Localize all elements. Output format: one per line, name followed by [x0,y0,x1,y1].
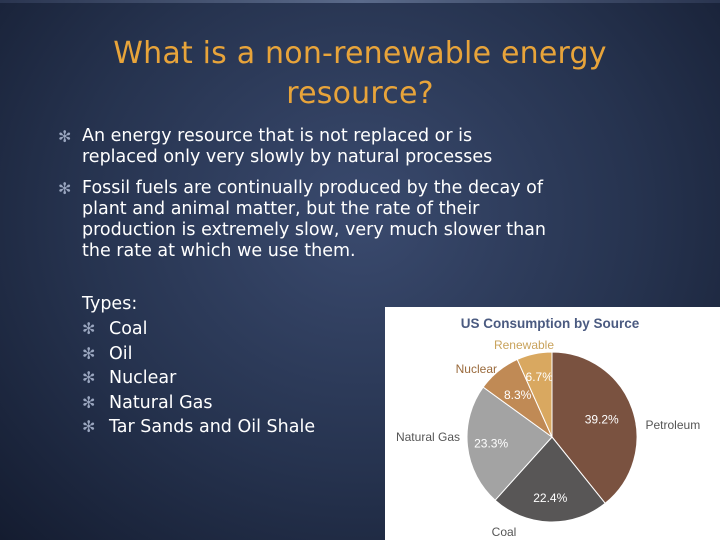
types-list: ✻ Coal ✻ Oil ✻ Nuclear ✻ Natural Gas ✻ Tar Sa… [82,318,315,441]
asterisk-bullet-icon: ✻ [58,127,72,146]
pie-chart: 39.2% 22.4% 23.3% 8.3% 6.7% Petroleum Coal Nat… [396,316,701,539]
type-label: Natural Gas [109,392,213,413]
type-label: Oil [109,343,133,364]
type-label: Coal [109,319,148,339]
slice-category-label: Nuclear [456,362,497,376]
slice-value-label: 22.4% [533,491,567,505]
pie-slice-petroleum [551,351,638,505]
pie-chart-panel: 39.2% 22.4% 23.3% 8.3% 6.7% Petroleum Coal Nat… [385,307,720,540]
chart-title: US Consumption by Source [461,316,640,331]
slice-value-label: 6.7% [526,370,554,384]
pie-slice-renewable [516,351,553,438]
pie-slice-coal [494,436,606,523]
slice-category-label: Natural Gas [396,430,460,444]
slide-title: What is a non-renewable energy resource? [40,34,680,114]
type-item: ✻ Natural Gas [82,392,315,417]
slice-category-label: Coal [492,525,517,539]
bullet-line: plant and animal matter, but the rate of… [82,199,480,219]
slice-value-label: 39.2% [585,413,619,427]
type-item: ✻ Oil [82,343,315,368]
type-label: Tar Sands and Oil Shale [109,417,316,437]
bullet-item: ✻ Fossil fuels are continually produced … [58,178,618,262]
type-item: ✻ Nuclear [82,367,315,392]
top-border [0,0,720,3]
type-item: ✻ Coal [82,318,315,343]
asterisk-bullet-icon: ✻ [82,417,96,436]
bullet-line: Fossil fuels are continually produced by… [82,178,543,198]
bullet-line: the rate at which we use them. [82,241,356,261]
slice-value-label: 8.3% [504,388,532,402]
type-item: ✻ Tar Sands and Oil Shale [82,416,315,441]
bullet-line: replaced only very slowly by natural pro… [82,147,493,167]
bullet-list: ✻ An energy resource that is not replace… [58,126,618,272]
pie-slice-natural-gas [466,386,553,501]
asterisk-bullet-icon: ✻ [82,343,96,363]
slice-category-label: Renewable [494,338,554,352]
asterisk-bullet-icon: ✻ [82,368,96,387]
bullet-item: ✻ An energy resource that is not replace… [58,126,618,168]
title-line-1: What is a non-renewable energy [113,36,607,71]
asterisk-bullet-icon: ✻ [82,319,96,338]
asterisk-bullet-icon: ✻ [82,392,96,412]
bullet-line: An energy resource that is not replaced … [82,126,473,146]
types-label: Types: [82,294,138,314]
bullet-line: production is extremely slow, very much … [82,220,546,240]
type-label: Nuclear [109,368,177,388]
slice-category-label: Petroleum [646,418,701,432]
asterisk-bullet-icon: ✻ [58,179,72,198]
slice-value-label: 23.3% [474,436,508,450]
title-line-2: resource? [286,76,434,111]
